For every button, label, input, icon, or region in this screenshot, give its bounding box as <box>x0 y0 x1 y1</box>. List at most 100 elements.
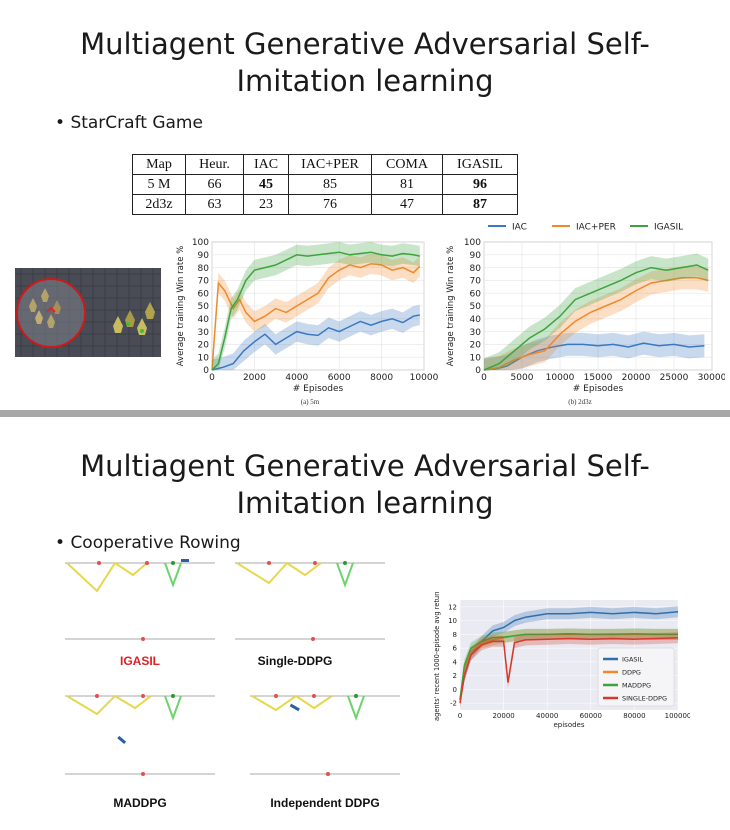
table-header-cell: IAC <box>243 154 289 175</box>
x-tick-label: 5000 <box>511 373 534 383</box>
y-tick-label: 30 <box>470 328 482 338</box>
x-tick-label: 100000 <box>665 712 690 720</box>
table-cell: 5 M <box>132 174 186 195</box>
table-cell: 23 <box>243 194 289 215</box>
table-row: 5 M 66 45 85 81 96 <box>132 174 518 195</box>
x-tick-label: 20000 <box>492 712 514 720</box>
series-band <box>212 304 420 370</box>
x-tick-label: 4000 <box>285 373 308 383</box>
rowing-panel-single-ddpg <box>235 561 385 641</box>
y-tick-label: 2 <box>453 672 457 680</box>
y-tick-label: 0 <box>475 366 481 376</box>
y-tick-label: -2 <box>450 700 457 708</box>
y-tick-label: 60 <box>198 289 210 299</box>
table-cell: 76 <box>288 194 372 215</box>
legend-entry: SINGLE-DDPG <box>622 695 667 703</box>
series-band <box>460 606 678 706</box>
y-tick-label: 12 <box>448 603 457 611</box>
y-tick-label: 80 <box>470 264 482 274</box>
table-cell: 45 <box>243 174 289 195</box>
y-tick-label: 70 <box>198 277 210 287</box>
series-line <box>459 637 679 704</box>
rowing-panel-independent-ddpg <box>250 694 400 776</box>
legend-entry: IAC+PER <box>576 223 616 233</box>
x-tick-label: 0 <box>209 373 215 383</box>
series-line <box>211 314 420 371</box>
slide1-bullet: • StarCraft Game <box>55 113 203 133</box>
series-line <box>211 263 421 371</box>
y-axis-label: Average training Win rate % <box>446 246 456 367</box>
y-tick-label: 100 <box>192 238 209 248</box>
slide2-title: Multiagent Generative Adversarial Self- … <box>40 448 690 522</box>
y-tick-label: 40 <box>198 315 210 325</box>
legend-entry: MADDPG <box>622 682 651 690</box>
panel-label-independent-ddpg: Independent DDPG <box>270 796 380 810</box>
slide1-title-line2: Imitation learning <box>236 64 494 98</box>
table-header-cell: IAC+PER <box>288 154 372 175</box>
unit-sprites <box>29 288 155 335</box>
y-tick-label: 100 <box>464 238 481 248</box>
slide2-title-line1: Multiagent Generative Adversarial Self- <box>80 449 650 483</box>
legend-box <box>597 647 675 707</box>
slide-divider <box>0 410 730 417</box>
y-tick-label: 0 <box>203 366 209 376</box>
slide1-title: Multiagent Generative Adversarial Self- … <box>40 26 690 100</box>
table-cell: 81 <box>371 174 443 195</box>
x-tick-label: 8000 <box>370 373 393 383</box>
rowing-panel-maddpg <box>65 694 215 776</box>
table-cell: 85 <box>288 174 372 195</box>
table-cell: 2d3z <box>132 194 186 215</box>
y-tick-label: 8 <box>453 631 457 639</box>
caption-5m: (a) 5m <box>300 398 320 406</box>
y-tick-label: 4 <box>453 658 458 666</box>
table-header-row: Map Heur. IAC IAC+PER COMA IGASIL <box>132 154 518 175</box>
bullet-dot-icon: • <box>55 533 66 553</box>
panel-label-maddpg: MADDPG <box>113 796 167 810</box>
series-band <box>460 632 678 709</box>
table-cell: 47 <box>371 194 443 215</box>
series-band <box>460 628 678 706</box>
y-tick-label: 50 <box>470 302 482 312</box>
x-tick-label: 30000 <box>698 373 725 383</box>
table-cell: 63 <box>185 194 244 215</box>
y-axis-label: agents' recent 1000-episode avg return <box>433 592 441 721</box>
series-band <box>484 253 709 370</box>
x-tick-label: 0 <box>481 373 487 383</box>
table-cell: 66 <box>185 174 244 195</box>
panel-label-single-ddpg: Single-DDPG <box>257 654 333 668</box>
y-tick-label: 20 <box>198 341 210 351</box>
x-tick-label: 60000 <box>580 712 602 720</box>
x-tick-label: 10000 <box>410 373 439 383</box>
chart-2d3z: 0 10 20 30 40 50 60 70 80 90 100 0 5000 10000 15000 200… <box>446 223 725 395</box>
y-tick-label: 80 <box>198 264 210 274</box>
x-tick-label: 10000 <box>546 373 575 383</box>
y-tick-label: 10 <box>470 353 482 363</box>
table-header-cell: Heur. <box>185 154 244 175</box>
x-tick-label: 80000 <box>623 712 645 720</box>
slide2-title-line2: Imitation learning <box>236 486 494 520</box>
results-table: Map Heur. IAC IAC+PER COMA IGASIL 5 M 66… <box>132 154 518 215</box>
y-tick-label: 70 <box>470 277 482 287</box>
x-axis-label: episodes <box>553 721 584 729</box>
bullet-dot-icon: • <box>55 113 66 133</box>
slide2-bullet-text: Cooperative Rowing <box>70 533 241 553</box>
table-cell: 96 <box>442 174 518 195</box>
x-tick-label: 20000 <box>622 373 651 383</box>
y-tick-label: 60 <box>470 289 482 299</box>
series-band <box>212 242 420 370</box>
x-tick-label: 6000 <box>328 373 351 383</box>
x-tick-label: 2000 <box>243 373 266 383</box>
y-tick-label: 90 <box>470 251 482 261</box>
x-tick-label: 25000 <box>660 373 689 383</box>
y-tick-label: 90 <box>198 251 210 261</box>
legend-entry: IAC <box>512 223 527 233</box>
chart-5m: 0 10 20 30 40 50 60 70 80 90 100 0 2000 4000 6000 8000 1… <box>176 238 439 394</box>
series-line <box>211 251 420 371</box>
x-tick-label: 0 <box>458 712 462 720</box>
legend-entry: DDPG <box>622 669 641 677</box>
starcraft-screenshot <box>15 268 161 357</box>
series-line <box>483 277 709 371</box>
series-band <box>484 266 709 370</box>
x-tick-label: 40000 <box>536 712 558 720</box>
series-band <box>484 331 705 370</box>
